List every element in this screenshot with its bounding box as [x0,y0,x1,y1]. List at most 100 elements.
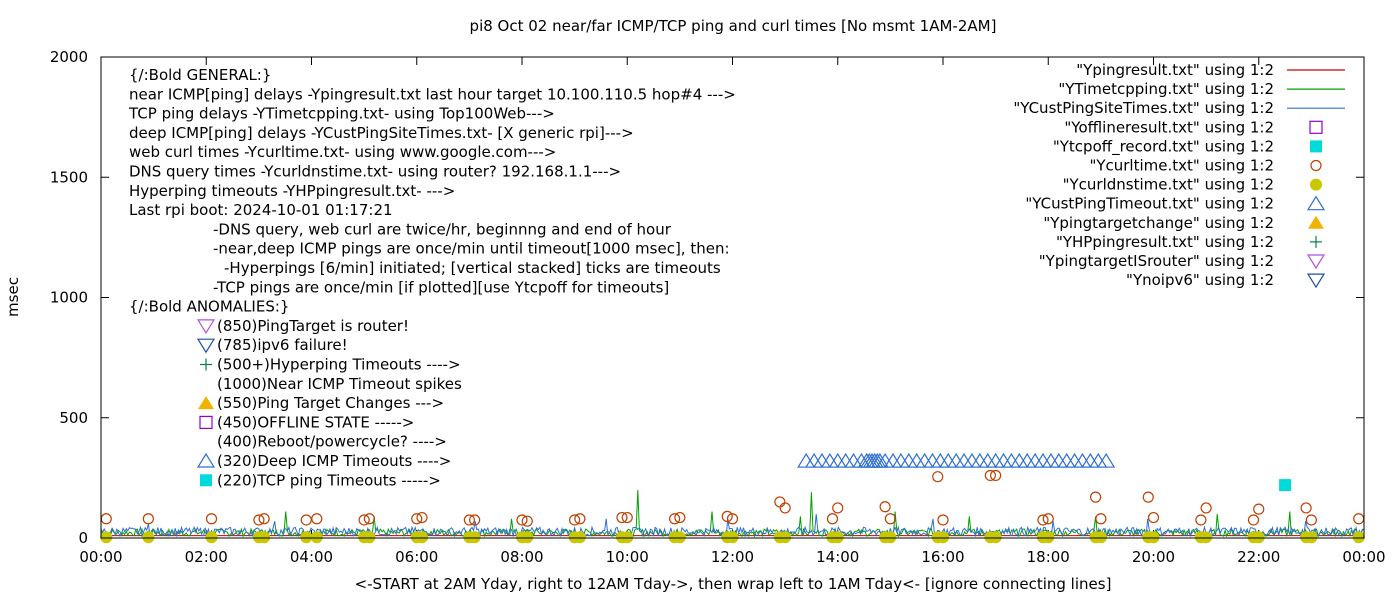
curl-time-point [300,514,312,526]
plot-frame [100,56,1365,539]
dns-time-point [1252,531,1265,544]
curl-time-point [932,471,944,483]
note-line: DNS query times -Ycurldnstime.txt- using… [129,163,621,181]
legend-label: "YTimetcpping.txt" using 1:2 [1058,80,1274,98]
curl-time-point [984,469,996,482]
curl-time-point [616,511,628,524]
legend-label: "Ytcpoff_record.txt" using 1:2 [1053,137,1274,156]
deep-icmp-timeout-point [883,452,903,468]
deep-icmp-timeout-point [994,452,1013,468]
deep-icmp-timeout-point [860,452,879,468]
y-tick-label: 2000 [50,48,88,66]
dns-time-point [1200,531,1213,544]
dns-time-point [884,531,897,544]
dns-time-point [363,531,376,544]
note-line: web curl times -Ycurltime.txt- using www… [129,143,556,161]
deep-icmp-timeout-point [1018,452,1037,468]
curl-time-point [574,513,586,525]
curl-time-point [937,514,949,526]
y-axis-label: msec [4,277,22,317]
deep-icmp-timeout-point [862,452,882,468]
y-tick-label: 500 [59,409,88,427]
deep-icmp-timeout-point [1049,452,1068,468]
deep-icmp-timeout-point [1057,452,1076,468]
x-tick-label: 20:00 [1132,548,1175,566]
deep-icmp-timeout-point [876,452,895,468]
note-line: {/:Bold ANOMALIES:} [129,298,289,316]
x-tick-label: 22:00 [1237,548,1280,566]
dns-time-point [937,531,949,544]
note-line: (400)Reboot/powercycle? ----> [217,433,447,451]
dns-time-point [573,531,586,544]
deep-icmp-timeout-point [1010,452,1029,468]
curl-time-point [411,513,423,525]
deep-icmp-timeout-point [1002,452,1021,468]
dns-time-point [310,531,323,544]
curl-time-point [142,513,154,525]
curl-time-point [258,513,270,525]
y-tick-label: 1000 [50,289,88,307]
deep-icmp-timeout-point [923,452,942,468]
legend-swatch [1306,195,1326,211]
curl-time-point [205,513,218,525]
deep-icmp-timeout-point [899,452,918,468]
curl-time-point [1042,513,1054,525]
deep-icmp-timeout-point [931,452,950,468]
note-line: (1000)Near ICMP Timeout spikes [217,375,462,393]
deep-icmp-timeout-point [804,452,824,468]
deep-icmp-timeout-point [868,452,887,468]
curl-time-point [774,496,786,508]
curl-time-point [1095,513,1107,525]
note-symbol [198,396,214,410]
curl-time-point [1200,502,1212,514]
deep-icmp-timeout-point [986,452,1005,468]
note-line: (320)Deep ICMP Timeouts ----> [217,452,451,470]
deep-icmp-timeout-point [1026,452,1045,468]
curl-time-point [621,511,633,524]
note-line: (500+)Hyperping Timeouts ----> [217,356,461,374]
deep-icmp-timeout-point [1033,452,1053,468]
deep-icmp-timeout-point [1081,452,1100,468]
dns-time-point [1042,531,1055,544]
x-tick-label: 02:00 [185,548,228,566]
deep-icmp-timeout-point [870,452,889,468]
curl-time-point [463,514,475,526]
legend-label: "Ycurldnstime.txt" using 1:2 [1063,176,1274,194]
deep-icmp-timeout-point [907,452,926,468]
deep-icmp-timeout-point [797,452,816,468]
deep-icmp-timeout-point [962,452,982,468]
curl-time-point [569,514,581,526]
dns-time-point [258,531,271,544]
deep-icmp-timeout-point [970,452,989,468]
curl-time-point [990,469,1002,482]
curl-time-point [1247,514,1260,526]
deep-icmp-timeout-point [828,452,847,468]
curl-time-point [779,502,791,514]
legend-label: "Ypingtargetchange" using 1:2 [1043,214,1274,232]
note-line: deep ICMP[ping] delays -YCustPingSiteTim… [129,124,634,142]
note-line: -TCP pings are once/min [if plotted][use… [213,278,669,296]
curl-time-point [1305,514,1317,526]
tcp-ping-timeout-point [1279,479,1292,492]
curl-time-point [669,513,681,525]
note-symbol [200,474,212,487]
curl-time-point [1037,514,1049,526]
note-line: -near,deep ICMP pings are once/min until… [213,240,730,258]
deep-icmp-timeout-point [978,452,997,468]
curl-time-point [311,513,323,525]
deep-icmp-timeout-point [939,452,958,468]
dns-time-point [416,531,429,544]
curl-time-point [358,514,370,526]
dns-time-point [1094,531,1107,544]
legend-label: "YCustPingTimeout.txt" using 1:2 [1025,195,1274,213]
deep-icmp-timeout-point [1097,452,1116,468]
deep-icmp-timeout-point [1041,452,1060,468]
curl-time-point [832,502,844,514]
y-tick-label: 1500 [50,168,88,186]
note-symbol [196,319,216,335]
legend-swatch [1310,159,1322,172]
curl-time-point [1353,513,1365,525]
legend-swatch [1310,178,1322,191]
curl-time-point [1090,491,1102,503]
